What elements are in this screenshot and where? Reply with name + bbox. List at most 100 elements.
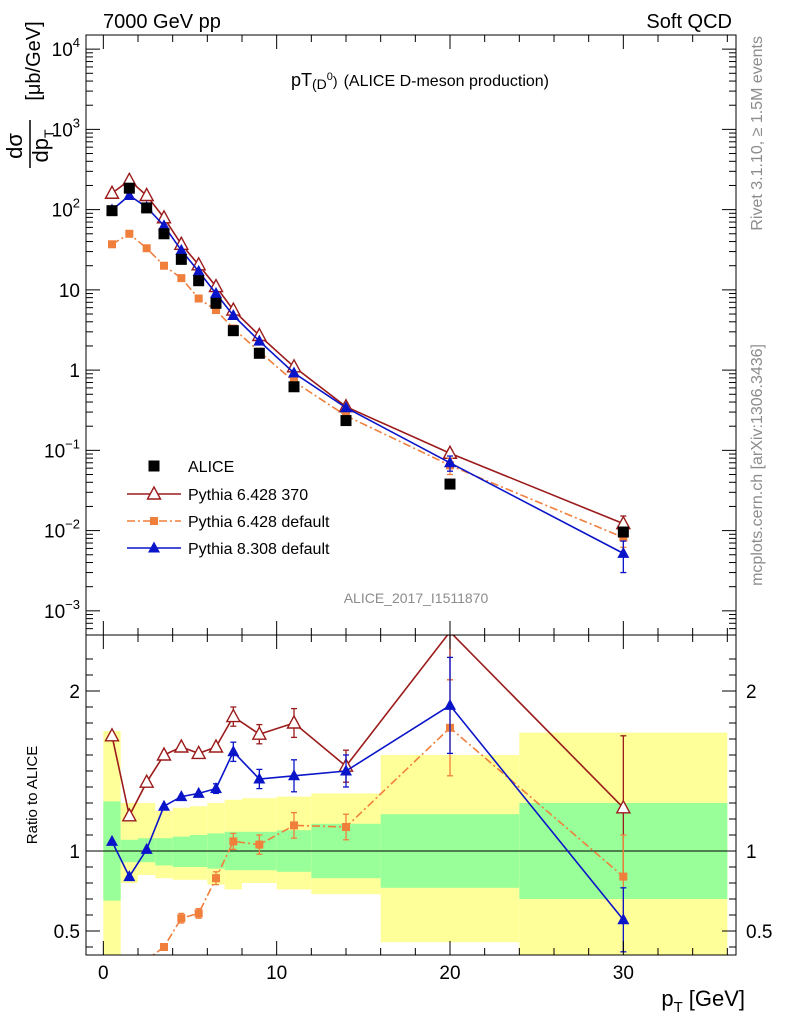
legend-label: ALICE	[188, 459, 234, 476]
ratio-series-1-point	[194, 909, 203, 918]
ratio-y-tick-label: 1	[69, 842, 80, 863]
ratio-series-2-point	[158, 799, 170, 811]
ratio-series-1-point	[229, 837, 238, 846]
title-close: )	[333, 73, 338, 89]
ratio-series-2-point	[123, 870, 136, 882]
ratio-series-2-point	[340, 764, 352, 776]
ylabel-unit: [μb/GeV]	[23, 21, 45, 100]
ratio-panel: 0.5 0.51 12 20 10 20 30 Ratio to ALICE pT [GeV]	[24, 634, 772, 1016]
main-series-0-point	[193, 275, 205, 287]
legend-marker	[148, 541, 160, 553]
main-series-0-point	[444, 478, 456, 490]
ratio-ylabel: Ratio to ALICE	[24, 746, 41, 844]
ratio-series-2-point	[444, 698, 456, 710]
main-series-3-point	[288, 366, 300, 378]
main-series-3-point	[210, 287, 222, 299]
legend-entry: Pythia 6.428 default	[127, 514, 330, 531]
main-series-1-point	[104, 184, 120, 199]
legend-entry: ALICE	[148, 459, 234, 476]
y-tick-label: 10	[59, 281, 80, 302]
ratio-series-2-point	[140, 842, 153, 854]
ratio-series-2-point	[210, 782, 222, 794]
ratio-y-tick-label-right: 2	[746, 682, 757, 703]
ratio-series-1-point	[160, 943, 168, 951]
ratio-series-2-point	[227, 745, 240, 757]
legend-label: Pythia 8.308 default	[188, 541, 330, 558]
main-series-2-point	[194, 294, 203, 303]
main-series-0-point	[253, 347, 265, 359]
ratio-series-1-point	[619, 872, 628, 881]
x-tick-label: 30	[613, 963, 634, 984]
ratio-series-0-point	[138, 773, 155, 788]
legend-entry: Pythia 6.428 370	[127, 485, 308, 504]
main-series-3-point	[340, 401, 352, 413]
main-series-0-point	[210, 297, 222, 309]
main-series-0-point	[617, 526, 629, 538]
ratio-series-2-point	[288, 769, 300, 781]
ratio-y-tick-label-right: 0.5	[746, 922, 772, 943]
ratio-series-2-point	[617, 913, 630, 925]
main-series-3-point	[123, 188, 136, 200]
y-tick-label: 10−3	[44, 597, 80, 623]
uncertainty-band-inner	[155, 838, 173, 866]
uncertainty-band-inner	[172, 836, 190, 867]
legend-marker	[148, 460, 160, 472]
main-series-0-point	[158, 228, 170, 240]
main-series-0-point	[340, 415, 352, 427]
y-tick-label: 10−1	[44, 436, 80, 462]
main-title: pT(D0) (ALICE D-meson production)	[291, 70, 549, 92]
y-tick-label: 1	[69, 361, 80, 382]
main-series-2-point	[212, 306, 220, 315]
ratio-series-2-point	[192, 786, 205, 798]
main-panel: 10−3 10−2 10−1 1 10 102 103 104 pT(D0) (ALICE D-…	[2, 21, 737, 636]
ratio-y-tick-label: 0.5	[54, 922, 80, 943]
title-rest: (ALICE D-meson production)	[344, 73, 549, 90]
analysis-tag: ALICE_2017_I1511870	[344, 590, 489, 606]
ratio-series-1-point	[290, 821, 298, 830]
ylabel-den: dpT	[28, 129, 57, 162]
legend-entry: Pythia 8.308 default	[127, 541, 330, 558]
main-series-2-point	[142, 244, 151, 253]
legend-marker	[146, 485, 162, 500]
x-tick-label: 10	[266, 963, 287, 984]
legend-label: Pythia 6.428 370	[188, 487, 308, 504]
main-series-3-point	[192, 264, 205, 276]
ratio-series-0-point	[615, 799, 632, 814]
ratio-series-1	[151, 679, 628, 955]
main-series-2-point	[108, 240, 116, 249]
ratio-series-0-point	[121, 807, 138, 822]
title-sup: 0	[327, 71, 333, 83]
title-sub: (D	[312, 76, 327, 92]
ratio-series-0-point	[190, 744, 207, 760]
ratio-series-0-point	[225, 708, 242, 723]
main-series-0-point	[141, 202, 153, 214]
ratio-series-2-point	[253, 772, 266, 784]
legend-label: Pythia 6.428 default	[188, 514, 330, 531]
ratio-series-2-point	[175, 790, 188, 802]
ratio-series-0-point	[156, 746, 172, 761]
main-series-2-point	[160, 261, 168, 270]
series-1	[104, 171, 632, 535]
ratio-series-0-point	[104, 727, 120, 742]
side-label-top: Rivet 3.1.10, ≥ 1.5M events	[749, 36, 766, 231]
y-tick-label: 103	[52, 115, 80, 141]
header-right: Soft QCD	[646, 11, 732, 33]
series-2	[108, 229, 628, 548]
header-left: 7000 GeV pp	[103, 11, 221, 33]
ratio-series-0-point	[286, 714, 302, 729]
y-tick-label: 10−2	[44, 517, 80, 543]
y-tick-label: 104	[52, 35, 80, 61]
ratio-frame	[85, 634, 737, 956]
main-series-3-point	[175, 243, 188, 255]
x-tick-label: 20	[439, 963, 460, 984]
main-series-0-point	[123, 182, 135, 194]
xlabel: pT [GeV]	[661, 986, 745, 1016]
main-series-0-point	[175, 253, 187, 265]
main-series-0-point	[288, 381, 300, 393]
ratio-series-1-point	[342, 823, 350, 831]
side-label-bottom: mcplots.cern.ch [arXiv:1306.3436]	[749, 344, 766, 586]
main-series-3-point	[444, 456, 456, 468]
ratio-series-1-point	[177, 914, 186, 923]
main-series-3-point	[158, 219, 170, 231]
series-0	[106, 182, 629, 538]
